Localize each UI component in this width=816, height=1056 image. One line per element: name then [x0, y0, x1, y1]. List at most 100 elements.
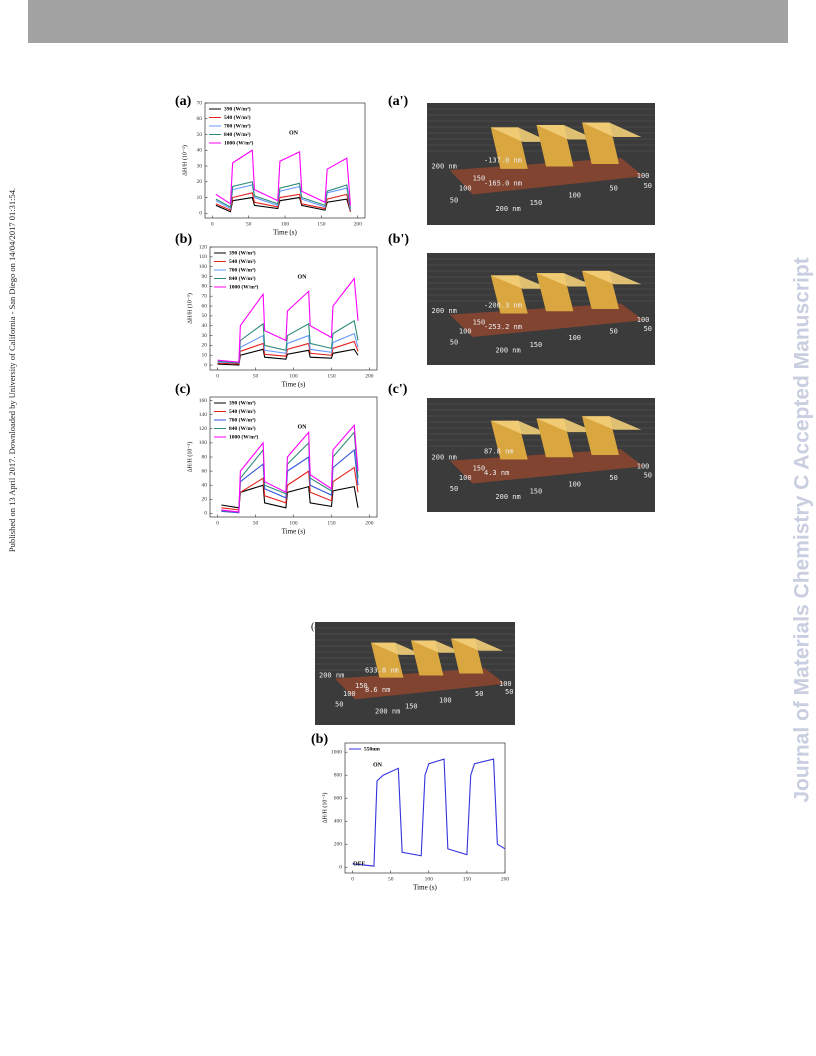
x-tick-label: 50	[388, 876, 394, 882]
data-line	[215, 196, 351, 213]
y-tick-label: 110	[199, 254, 207, 260]
afm-label: 150	[473, 318, 486, 326]
afm-label: 200 nm	[495, 346, 520, 354]
afm-label: 100	[637, 172, 650, 180]
panel-label: (b)	[175, 232, 192, 247]
afm-label: 87.8 nm	[484, 448, 514, 456]
annotation: ON	[373, 762, 383, 768]
legend-label: 550nm	[364, 746, 380, 752]
panel-label: (a')	[388, 94, 409, 109]
data-line	[217, 319, 359, 364]
x-tick-label: 0	[351, 876, 354, 882]
y-tick-label: 70	[197, 100, 203, 106]
y-tick-label: 70	[202, 293, 208, 299]
afm-label: 100	[637, 462, 650, 470]
ridge-top	[451, 638, 503, 651]
afm-label: 50	[335, 700, 343, 708]
x-axis-label: Time (s)	[282, 528, 306, 536]
afm-label: 150	[473, 175, 486, 183]
y-tick-label: 20	[202, 343, 208, 349]
afm-label: 150	[530, 487, 543, 495]
ridge-top	[536, 273, 596, 287]
data-line	[352, 758, 506, 867]
plot-area	[344, 742, 506, 874]
y-tick-label: 40	[202, 483, 208, 489]
y-tick-label: 1000	[331, 749, 342, 755]
ridge-top	[490, 127, 551, 142]
y-axis-label: ΔH/H (10⁻³)	[186, 442, 193, 473]
ridge-top	[582, 122, 642, 138]
ridge-top	[536, 418, 596, 433]
ridge-top	[371, 642, 423, 655]
x-axis-label: Time (s)	[413, 884, 437, 892]
data-line	[221, 423, 359, 513]
y-tick-label: 200	[334, 842, 343, 848]
afm-label: 100	[637, 316, 650, 324]
header-bar	[28, 0, 788, 43]
afm-label: 50	[475, 690, 483, 698]
x-tick-label: 200	[365, 373, 374, 379]
afm-label: 50	[644, 182, 652, 190]
afm-label: 100	[499, 680, 512, 688]
afm-label: 100	[459, 327, 472, 335]
afm-label: 100	[459, 474, 472, 482]
x-tick-label: 50	[253, 520, 259, 526]
annotation: ON	[289, 130, 299, 136]
afm-label: 150	[405, 702, 418, 710]
afm-label: 150	[355, 682, 368, 690]
afm-label: 100	[343, 690, 356, 698]
afm-label: 200 nm	[432, 307, 457, 315]
x-tick-label: 200	[501, 876, 510, 882]
afm-label: 200 nm	[375, 708, 400, 716]
afm-label: 50	[609, 474, 617, 482]
y-axis-label: ΔH/H (10⁻³)	[321, 793, 328, 824]
afm-label: 100	[439, 696, 452, 704]
y-tick-label: 160	[199, 398, 208, 404]
y-tick-label: 60	[202, 468, 208, 474]
afm-label: -137.0 nm	[484, 156, 522, 164]
afm-label: 50	[609, 184, 617, 192]
legend-label: 540 (W/m²)	[229, 408, 256, 415]
y-tick-label: 100	[199, 440, 208, 446]
legend-label: 540 (W/m²)	[224, 114, 251, 121]
y-tick-label: 50	[197, 132, 203, 138]
y-tick-label: 10	[197, 195, 203, 201]
panel-label: (c)	[175, 382, 191, 397]
y-tick-label: 0	[204, 362, 207, 368]
legend-label: 840 (W/m²)	[229, 425, 256, 432]
data-line	[215, 181, 351, 209]
y-tick-label: 40	[202, 323, 208, 329]
y-tick-label: 400	[334, 818, 343, 824]
data-line	[215, 149, 352, 206]
afm-label: 4.3 nm	[484, 469, 509, 477]
legend-label: 390 (W/m²)	[229, 399, 256, 406]
y-tick-label: 80	[202, 284, 208, 290]
y-tick-label: 140	[199, 412, 208, 418]
ridge-top	[411, 640, 463, 653]
legend-label: 390 (W/m²)	[224, 105, 251, 112]
afm-label: 50	[644, 472, 652, 480]
afm-label: 150	[530, 199, 543, 207]
afm-base	[449, 449, 644, 484]
y-tick-label: 40	[197, 148, 203, 154]
legend-label: 1000 (W/m²)	[224, 139, 253, 146]
watermark: Journal of Materials Chemistry C Accepte…	[791, 257, 814, 802]
y-tick-label: 0	[339, 865, 342, 871]
y-tick-label: 100	[199, 264, 208, 270]
y-tick-label: 0	[204, 511, 207, 517]
afm-label: 150	[530, 341, 543, 349]
data-line	[217, 277, 359, 363]
legend-label: 700 (W/m²)	[229, 266, 256, 273]
y-axis-label: ΔH/H (10⁻³)	[181, 145, 188, 176]
ridge-top	[536, 124, 596, 140]
x-axis-label: Time (s)	[273, 229, 297, 237]
x-tick-label: 0	[216, 520, 219, 526]
annotation: ON	[298, 274, 308, 280]
legend-label: 540 (W/m²)	[229, 258, 256, 265]
afm-label: 200 nm	[319, 672, 344, 680]
y-tick-label: 80	[202, 454, 208, 460]
x-tick-label: 200	[354, 221, 363, 227]
y-tick-label: 20	[197, 179, 203, 185]
y-tick-label: 30	[197, 163, 203, 169]
